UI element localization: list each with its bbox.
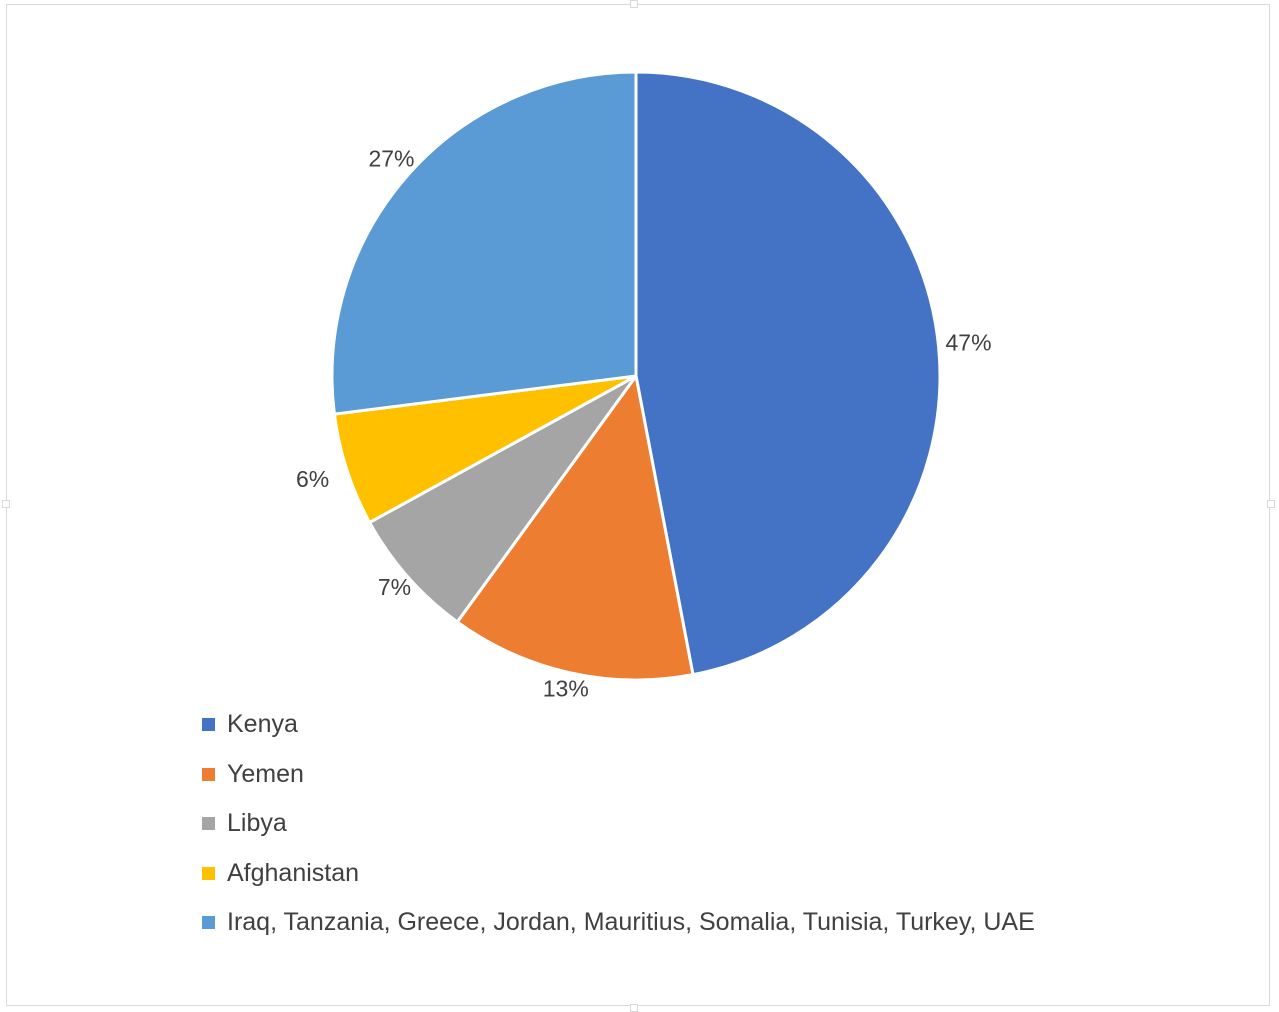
pie-slice-kenya xyxy=(634,70,942,677)
pie-slice-yemen xyxy=(455,372,695,682)
resize-handle-top[interactable] xyxy=(630,0,638,8)
legend-item: Iraq, Tanzania, Greece, Jordan, Mauritiu… xyxy=(202,898,1035,948)
legend-swatch xyxy=(202,767,215,781)
legend-label: Yemen xyxy=(227,759,304,788)
data-label: 13% xyxy=(543,675,589,701)
legend-label: Afghanistan xyxy=(227,858,360,887)
data-label: 7% xyxy=(378,574,411,600)
resize-handle-right[interactable] xyxy=(1267,500,1275,508)
chart-legend: Kenya Yemen Libya Afghanistan Iraq, Tanzania… xyxy=(202,700,1035,948)
legend-item: Yemen xyxy=(202,750,1035,800)
legend-swatch xyxy=(202,866,215,880)
legend-label: Libya xyxy=(227,809,287,838)
legend-label: Kenya xyxy=(227,710,298,739)
resize-handle-left[interactable] xyxy=(2,500,10,508)
legend-item: Libya xyxy=(202,799,1035,849)
data-label: 27% xyxy=(368,145,414,171)
data-label: 6% xyxy=(296,466,329,492)
pie-slice-libya xyxy=(367,374,638,625)
pie-slice-iraq xyxy=(330,70,638,416)
legend-item: Afghanistan xyxy=(202,849,1035,899)
legend-label: Iraq, Tanzania, Greece, Jordan, Mauritiu… xyxy=(227,908,1035,937)
data-label: 47% xyxy=(945,330,991,356)
legend-swatch xyxy=(202,718,215,732)
legend-swatch xyxy=(202,817,215,831)
legend-swatch xyxy=(202,916,215,930)
legend-item: Kenya xyxy=(202,700,1035,750)
